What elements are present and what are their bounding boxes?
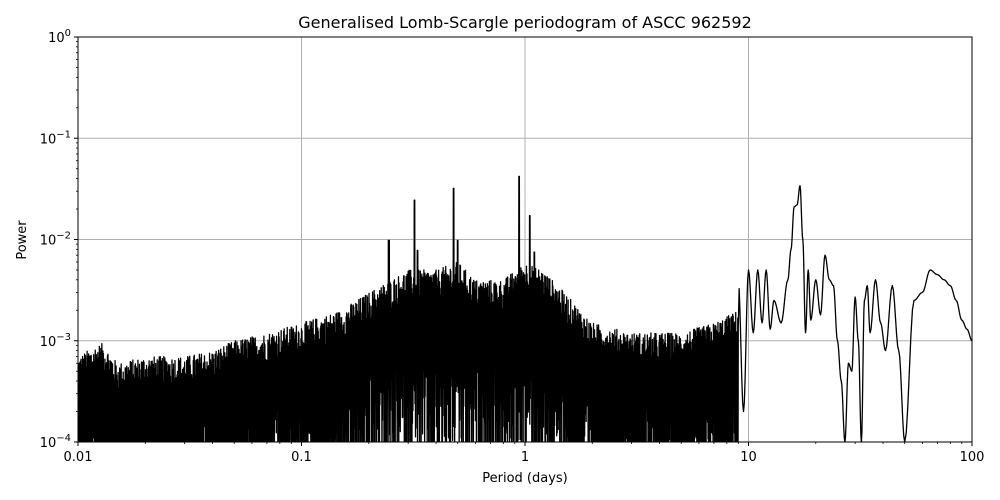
x-tick-label: 0.01 xyxy=(64,450,93,465)
y-tick-label: 10−4 xyxy=(40,433,71,451)
y-axis-ticks: 100 10−1 10−2 10−3 10−4 xyxy=(40,28,78,451)
y-axis-label: Power xyxy=(15,220,30,260)
y-tick-label: 10−3 xyxy=(40,332,71,350)
x-tick-label: 0.1 xyxy=(291,450,312,465)
periodogram-line xyxy=(78,175,972,442)
y-tick-label: 10−1 xyxy=(40,129,71,147)
y-tick-label: 10−2 xyxy=(40,231,71,249)
x-tick-label: 100 xyxy=(960,450,985,465)
chart-title: Generalised Lomb-Scargle periodogram of … xyxy=(298,13,752,32)
x-tick-label: 10 xyxy=(740,450,757,465)
x-axis-label: Period (days) xyxy=(482,471,568,486)
y-tick-label: 100 xyxy=(48,28,71,46)
x-axis-ticks: 0.01 0.1 1 10 100 xyxy=(64,442,985,465)
x-tick-label: 1 xyxy=(521,450,529,465)
